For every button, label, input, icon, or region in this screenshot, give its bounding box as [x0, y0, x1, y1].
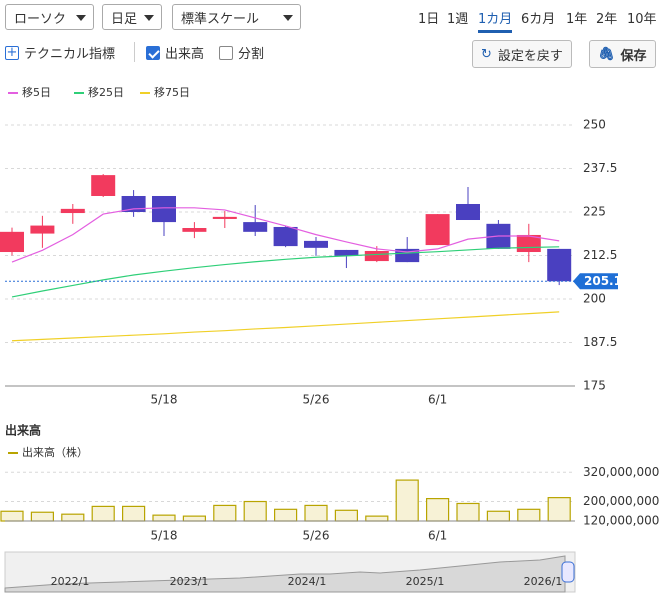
checkbox-box: +: [5, 44, 19, 60]
candle-body: [152, 195, 176, 223]
y-tick-label: 200: [583, 292, 606, 306]
volume-bar: [456, 502, 480, 522]
moving-average-line: [11, 246, 560, 298]
candle-body: [91, 175, 116, 196]
x-tick-label: 6/1: [428, 393, 447, 407]
volume-bar: [61, 513, 85, 522]
volume-bar: [486, 510, 510, 522]
volume-bar: [547, 497, 571, 522]
button-label: 保存: [620, 48, 647, 64]
volume-bar: [334, 509, 358, 522]
separator: [134, 42, 135, 62]
checkbox-box: [146, 45, 160, 60]
last-price-tag: [573, 273, 618, 290]
volume-bar: [152, 514, 176, 522]
candle-body: [60, 208, 85, 214]
candle-body: [273, 226, 298, 247]
checkbox-label: テクニカル指標: [24, 47, 116, 62]
x-tick-label: 5/18: [151, 393, 178, 407]
dropdown[interactable]: ローソク: [5, 4, 94, 30]
legend-label: 移75日: [154, 86, 190, 99]
y-tick-label: 225: [583, 205, 606, 219]
y-tick-label: 120,000,000: [583, 514, 659, 528]
y-tick-label: 237.5: [583, 161, 617, 175]
y-tick-label: 212.5: [583, 248, 617, 262]
volume-bar: [0, 510, 24, 522]
candle-body: [425, 214, 450, 246]
checkbox-label: 出来高: [165, 47, 205, 62]
checkbox[interactable]: 分割: [219, 43, 264, 62]
dropdown[interactable]: 日足: [102, 4, 162, 30]
volume-bar: [426, 498, 450, 522]
y-tick-label: 200,000,000: [583, 494, 659, 508]
y-tick-label: 175: [583, 379, 606, 393]
button-label: 設定を戻す: [497, 48, 563, 64]
period-tab[interactable]: 1日: [418, 12, 440, 27]
volume-bar: [243, 500, 267, 522]
volume-bar: [304, 504, 328, 522]
volume-bar: [365, 515, 389, 522]
candle-body: [212, 216, 237, 219]
candle-body: [364, 250, 389, 262]
volume-bar: [395, 479, 419, 522]
period-tab[interactable]: 2年: [596, 12, 618, 27]
navigator-label: 2025/1: [406, 575, 445, 588]
volume-bar: [182, 515, 206, 522]
y-tick-label: 187.5: [583, 335, 617, 349]
button[interactable]: ↻ 設定を戻す: [472, 40, 572, 68]
y-tick-label: 320,000,000: [583, 465, 659, 479]
volume-bar: [30, 511, 54, 522]
volume-bar: [213, 504, 237, 522]
period-tab[interactable]: 1年: [566, 12, 588, 27]
candle-body: [304, 240, 328, 248]
navigator-label: 2024/1: [288, 575, 327, 588]
volume-bar: [274, 508, 298, 522]
button[interactable]: 🖇 保存: [589, 40, 656, 68]
legend-label: 出来高（株）: [22, 445, 88, 459]
navigator-label: 2022/1: [51, 575, 90, 588]
x-tick-label: 5/26: [303, 529, 330, 543]
navigator-label: 2026/1: [524, 575, 563, 588]
navigator-handle: [561, 561, 575, 583]
checkbox[interactable]: + テクニカル指標: [5, 43, 115, 62]
y-tick-label: 250: [583, 118, 606, 132]
dropdown[interactable]: 標準スケール: [172, 4, 301, 30]
x-tick-label: 6/1: [428, 529, 447, 543]
period-tab[interactable]: 1カ月: [478, 8, 513, 33]
volume-bar: [517, 508, 541, 522]
volume-bar: [91, 505, 115, 522]
candle-body: [547, 248, 572, 282]
candle-body: [121, 195, 146, 212]
checkbox[interactable]: 出来高: [146, 43, 204, 62]
moving-average-line: [11, 311, 560, 342]
candle-body: [334, 249, 359, 256]
panel-title: 出来高: [5, 423, 41, 438]
checkbox-box: [219, 45, 233, 60]
period-tab[interactable]: 10年: [627, 12, 657, 27]
period-tab[interactable]: 6カ月: [521, 12, 556, 27]
last-price-label: 205.1: [584, 274, 622, 288]
candle-body: [456, 203, 480, 221]
moving-average-line: [11, 207, 560, 263]
x-tick-label: 5/26: [303, 393, 330, 407]
candle-body: [243, 222, 268, 232]
icon: 🖇: [598, 46, 615, 62]
period-tab[interactable]: 1週: [447, 12, 469, 27]
volume-bar: [121, 505, 146, 522]
checkbox-label: 分割: [238, 47, 265, 62]
icon: ↻: [481, 46, 492, 62]
candle-body: [30, 225, 55, 234]
candle-body: [182, 228, 207, 232]
legend-label: 移5日: [22, 86, 51, 99]
candle-body: [0, 231, 24, 253]
x-tick-label: 5/18: [151, 529, 178, 543]
navigator-label: 2023/1: [170, 575, 209, 588]
legend-label: 移25日: [88, 86, 124, 99]
